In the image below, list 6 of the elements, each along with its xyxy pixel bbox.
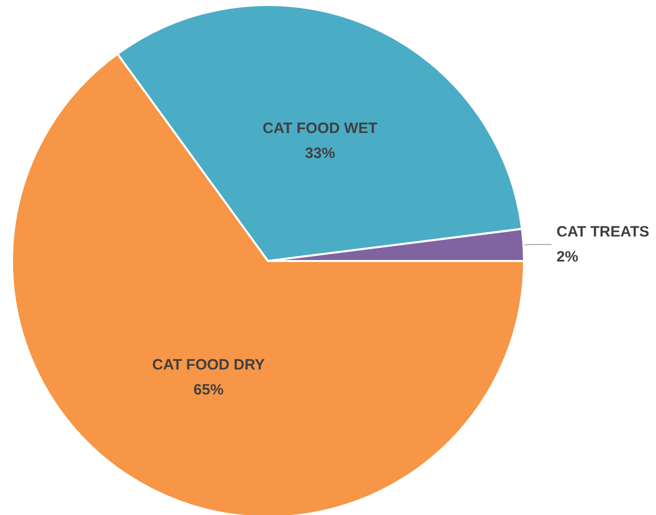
data-label: 33% (305, 144, 336, 162)
slice-label: CAT FOOD DRY (152, 356, 265, 374)
data-label: 65% (194, 382, 224, 399)
slice-label: CAT TREATS (556, 224, 650, 241)
data-label: 2% (556, 248, 578, 266)
slice-label: CAT FOOD WET (262, 120, 378, 137)
